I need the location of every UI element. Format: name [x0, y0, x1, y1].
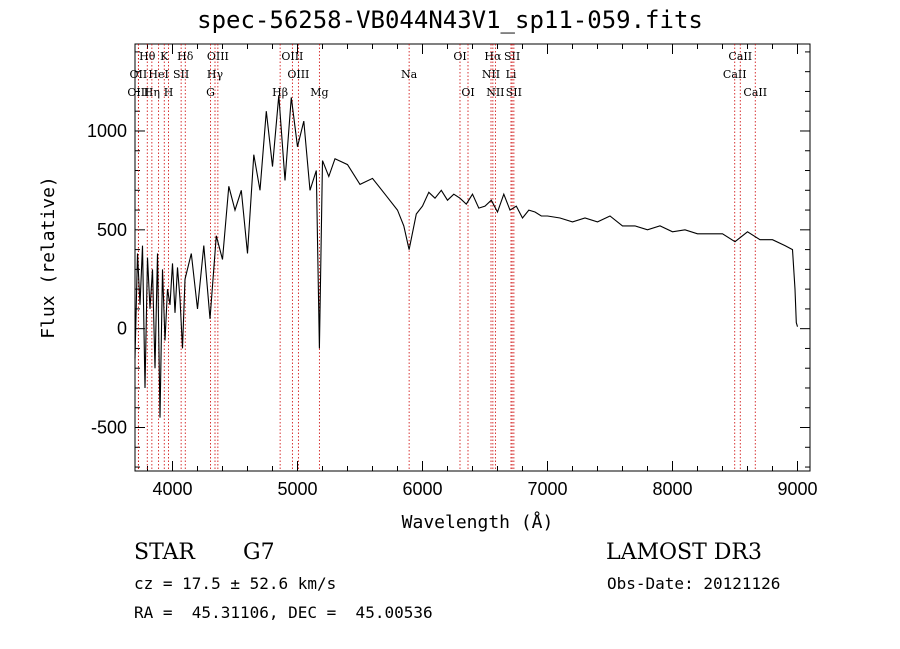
spectral-line-label: CaII	[743, 86, 767, 99]
object-subclass: G7	[243, 540, 275, 565]
spectral-line-label: Hγ	[207, 68, 224, 81]
axis-labels: Wavelength (Å) Flux (relative)	[38, 176, 553, 533]
spectral-line-label: Hθ	[139, 50, 156, 63]
spectral-line-label: Li	[506, 68, 517, 81]
spectral-line-label: CaII	[723, 68, 747, 81]
spectral-line-label: SII	[504, 50, 520, 63]
spectral-line-label: OII	[130, 68, 148, 81]
spectral-line-label: K	[160, 50, 169, 63]
spectral-line-label: OIII	[287, 68, 309, 81]
spectral-line-label: CaII	[728, 50, 752, 63]
spectral-line-label: OIII	[127, 86, 149, 99]
spectral-line-label: H	[164, 86, 174, 99]
spectrum-line	[134, 95, 799, 418]
spectrum-series	[134, 95, 799, 418]
spectral-line-label: OIII	[207, 50, 229, 63]
y-tick-label: 1000	[87, 121, 127, 141]
spectral-line-label: G	[206, 86, 215, 99]
spectral-line-label: OIII	[281, 50, 303, 63]
y-tick-label: -500	[91, 418, 127, 438]
y-tick-label: 0	[117, 319, 127, 339]
ra-dec: RA = 45.31106, DEC = 45.00536	[134, 603, 433, 622]
y-axis-label: Flux (relative)	[38, 176, 59, 339]
spectral-line-label: SII	[173, 68, 189, 81]
x-tick-label: 9000	[777, 479, 817, 499]
redshift-cz: cz = 17.5 ± 52.6 km/s	[134, 574, 337, 593]
plot-frame	[134, 43, 811, 472]
object-type: STAR	[134, 540, 195, 565]
spectral-line-label: OI	[461, 86, 474, 99]
chart-title: spec-56258-VB044N43V1_sp11-059.fits	[197, 6, 703, 34]
spectral-line-label: HeI	[148, 68, 168, 81]
spectral-line-label: Hα	[484, 50, 502, 63]
spectral-line-label: Hδ	[177, 50, 194, 63]
spectral-line-label: NII	[482, 68, 500, 81]
spectral-line-label: OI	[453, 50, 466, 63]
y-tick-label: 500	[97, 220, 127, 240]
spectral-line-label: Na	[401, 68, 418, 81]
survey-name: LAMOST DR3	[606, 540, 762, 565]
obs-date: Obs-Date: 20121126	[607, 574, 781, 593]
x-tick-label: 4000	[152, 479, 192, 499]
x-tick-label: 6000	[402, 479, 442, 499]
spectral-line-label: Hη	[144, 86, 160, 99]
spectral-line-label: NII	[486, 86, 504, 99]
spectral-line-label: Hβ	[272, 86, 288, 99]
plot-axes: 4000 5000 6000 7000 8000 9000 -500 0 500 1000	[87, 43, 818, 499]
x-tick-label: 7000	[527, 479, 567, 499]
x-axis-label: Wavelength (Å)	[402, 511, 554, 533]
spectral-line-label: Mg	[310, 86, 328, 99]
spectral-line-label: SII	[506, 86, 522, 99]
x-tick-label: 5000	[277, 479, 317, 499]
x-tick-label: 8000	[652, 479, 692, 499]
